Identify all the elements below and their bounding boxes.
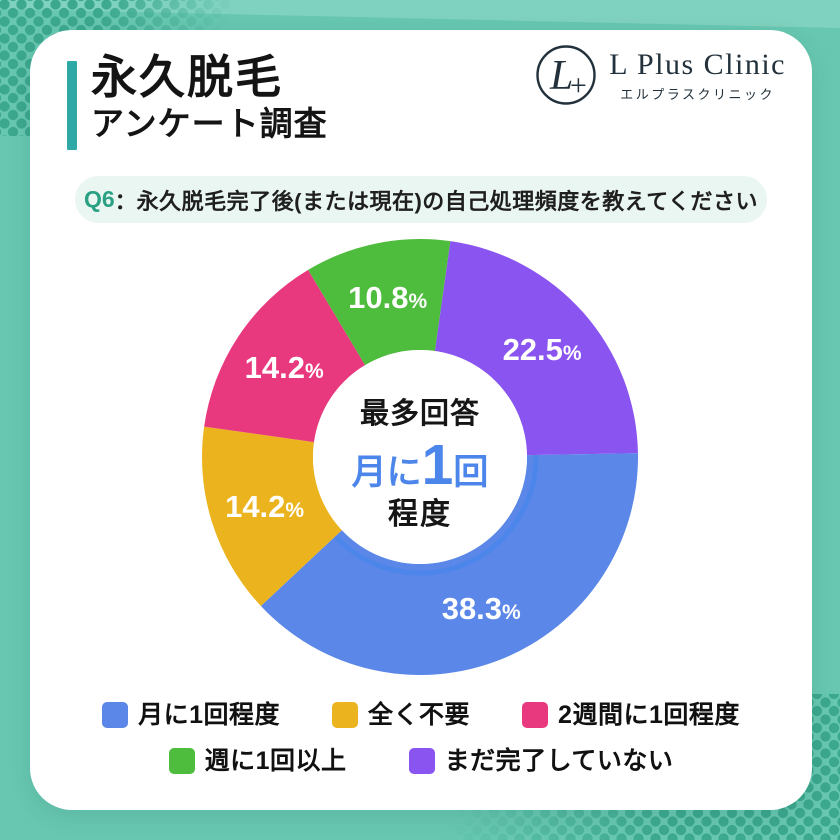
- segment-percentage-2: 14.2%: [225, 489, 304, 524]
- donut-chart-svg: 22.5% 38.3% 14.2% 14.2% 10.8%: [202, 239, 638, 675]
- legend-item: 全く不要: [332, 702, 470, 728]
- legend-label: まだ完了していない: [444, 746, 674, 775]
- page-subtitle: アンケート調査: [91, 104, 328, 142]
- donut-segment-2: [202, 426, 342, 607]
- legend-item: 2週間に1回程度: [522, 702, 740, 728]
- segment-percentage-0: 22.5%: [503, 332, 582, 367]
- center-accent-arc: [334, 455, 539, 576]
- donut-hole: [313, 350, 527, 564]
- question-separator: ：: [114, 188, 137, 214]
- legend-swatch: [102, 702, 129, 728]
- legend-row-1: 月に1回程度 全く不要 2週間に1回程度: [30, 702, 812, 728]
- donut-segment-3: [204, 269, 366, 443]
- page-title: 永久脱毛: [91, 51, 283, 103]
- logo-kana: エルプラスクリニック: [620, 86, 775, 102]
- donut-segment-1: [260, 453, 638, 675]
- legend-swatch: [332, 702, 359, 728]
- logo-plus: +: [568, 69, 588, 102]
- legend-item: まだ完了していない: [408, 746, 674, 775]
- header-titles: 永久脱毛 アンケート調査: [91, 52, 328, 143]
- question-banner: Q6 ： 永久脱毛完了後(または現在)の自己処理頻度を教えてください: [75, 176, 767, 223]
- clinic-logo: L + L Plus Clinic エルプラスクリニック: [535, 44, 786, 106]
- legend-label: 2週間に1回程度: [558, 700, 740, 729]
- segment-percentage-4: 10.8%: [348, 280, 427, 315]
- title-accent-bar: [67, 61, 77, 150]
- content-card: 永久脱毛 アンケート調査 L + L Plus Clinic エルプラスクリニッ…: [30, 30, 812, 810]
- question-number: Q6: [83, 186, 115, 212]
- donut-segment-4: [308, 239, 451, 366]
- top-accent-band: [0, 0, 840, 28]
- legend-label: 全く不要: [368, 700, 471, 729]
- legend-swatch: [522, 702, 549, 728]
- logo-name: L Plus Clinic: [609, 47, 786, 81]
- legend-label: 週に1回以上: [204, 746, 347, 775]
- legend-label: 月に1回程度: [138, 700, 281, 729]
- legend-row-2: 週に1回以上 まだ完了していない: [30, 748, 812, 774]
- logo-letter: L: [549, 53, 573, 99]
- donut-segment-0: [434, 241, 638, 456]
- logo-monogram-icon: L +: [536, 45, 596, 105]
- segment-percentage-3: 14.2%: [245, 350, 324, 385]
- legend-swatch: [168, 748, 195, 774]
- legend-swatch: [408, 748, 435, 774]
- donut-chart: 22.5% 38.3% 14.2% 14.2% 10.8% 最多回答 月に1回 程度: [190, 227, 650, 687]
- logo-text: L Plus Clinic エルプラスクリニック: [609, 48, 786, 103]
- question-text: 永久脱毛完了後(または現在)の自己処理頻度を教えてください: [136, 188, 759, 214]
- legend-item: 週に1回以上: [168, 746, 347, 775]
- legend-item: 月に1回程度: [102, 702, 280, 728]
- segment-percentage-1: 38.3%: [442, 591, 521, 626]
